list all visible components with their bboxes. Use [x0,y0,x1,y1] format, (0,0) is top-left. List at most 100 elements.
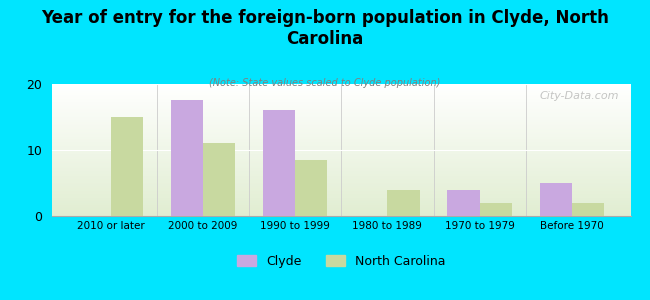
Bar [52,212,630,213]
Bar [52,202,630,203]
Bar [52,147,630,149]
Bar [447,190,480,216]
Bar [52,190,630,191]
Bar [52,151,630,153]
Bar [52,159,630,160]
Bar [52,126,630,128]
Bar [52,134,630,136]
Bar [52,195,630,196]
Bar [52,204,630,206]
Bar [52,149,630,150]
Bar [263,110,295,216]
Bar [52,85,630,87]
Bar [52,120,630,121]
Bar [52,164,630,166]
Text: City-Data.com: City-Data.com [540,91,619,100]
Bar [52,154,630,155]
Bar [480,203,512,216]
Bar [52,166,630,167]
Bar [52,106,630,108]
Bar [52,122,630,124]
Bar [52,153,630,154]
Bar [52,98,630,100]
Bar [52,203,630,204]
Bar [52,155,630,157]
Bar [52,110,630,112]
Bar [52,213,630,215]
Bar [52,121,630,122]
Bar [52,118,630,120]
Bar [52,129,630,130]
Bar [52,207,630,208]
Bar [52,145,630,146]
Bar [52,191,630,192]
Bar [52,103,630,104]
Bar [52,116,630,117]
Bar [52,178,630,179]
Bar [52,141,630,142]
Bar [52,131,630,133]
Bar [52,114,630,116]
Bar [52,91,630,92]
Bar [52,124,630,125]
Bar [52,138,630,140]
Bar [52,89,630,91]
Bar [52,183,630,184]
Bar [52,169,630,170]
Bar [52,188,630,190]
Bar [111,117,143,216]
Bar [170,100,203,216]
Bar [52,163,630,164]
Bar [52,108,630,109]
Bar [52,187,630,188]
Bar [52,199,630,200]
Bar [203,143,235,216]
Bar [52,140,630,141]
Bar [295,160,328,216]
Bar [540,183,572,216]
Bar [52,93,630,94]
Bar [52,143,630,145]
Bar [52,186,630,187]
Bar [52,206,630,207]
Bar [52,170,630,171]
Bar [52,92,630,93]
Bar [572,203,604,216]
Bar [52,137,630,138]
Bar [52,197,630,199]
Bar [52,194,630,195]
Bar [52,96,630,97]
Bar [52,160,630,162]
Bar [52,157,630,158]
Bar [52,192,630,194]
Legend: Clyde, North Carolina: Clyde, North Carolina [232,250,450,273]
Bar [52,142,630,143]
Bar [52,200,630,202]
Bar [52,88,630,89]
Text: (Note: State values scaled to Clyde population): (Note: State values scaled to Clyde popu… [209,78,441,88]
Bar [52,171,630,172]
Bar [52,208,630,209]
Bar [52,117,630,118]
Bar [52,150,630,151]
Bar [52,84,630,85]
Bar [52,196,630,197]
Bar [52,105,630,106]
Bar [52,101,630,103]
Bar [52,146,630,147]
Bar [52,179,630,180]
Bar [52,180,630,182]
Bar [52,176,630,178]
Bar [387,190,420,216]
Bar [52,158,630,159]
Bar [52,136,630,137]
Bar [52,94,630,96]
Bar [52,215,630,216]
Bar [52,104,630,105]
Bar [52,109,630,110]
Bar [52,125,630,126]
Bar [52,87,630,88]
Bar [52,209,630,211]
Bar [52,182,630,183]
Text: Year of entry for the foreign-born population in Clyde, North
Carolina: Year of entry for the foreign-born popul… [41,9,609,48]
